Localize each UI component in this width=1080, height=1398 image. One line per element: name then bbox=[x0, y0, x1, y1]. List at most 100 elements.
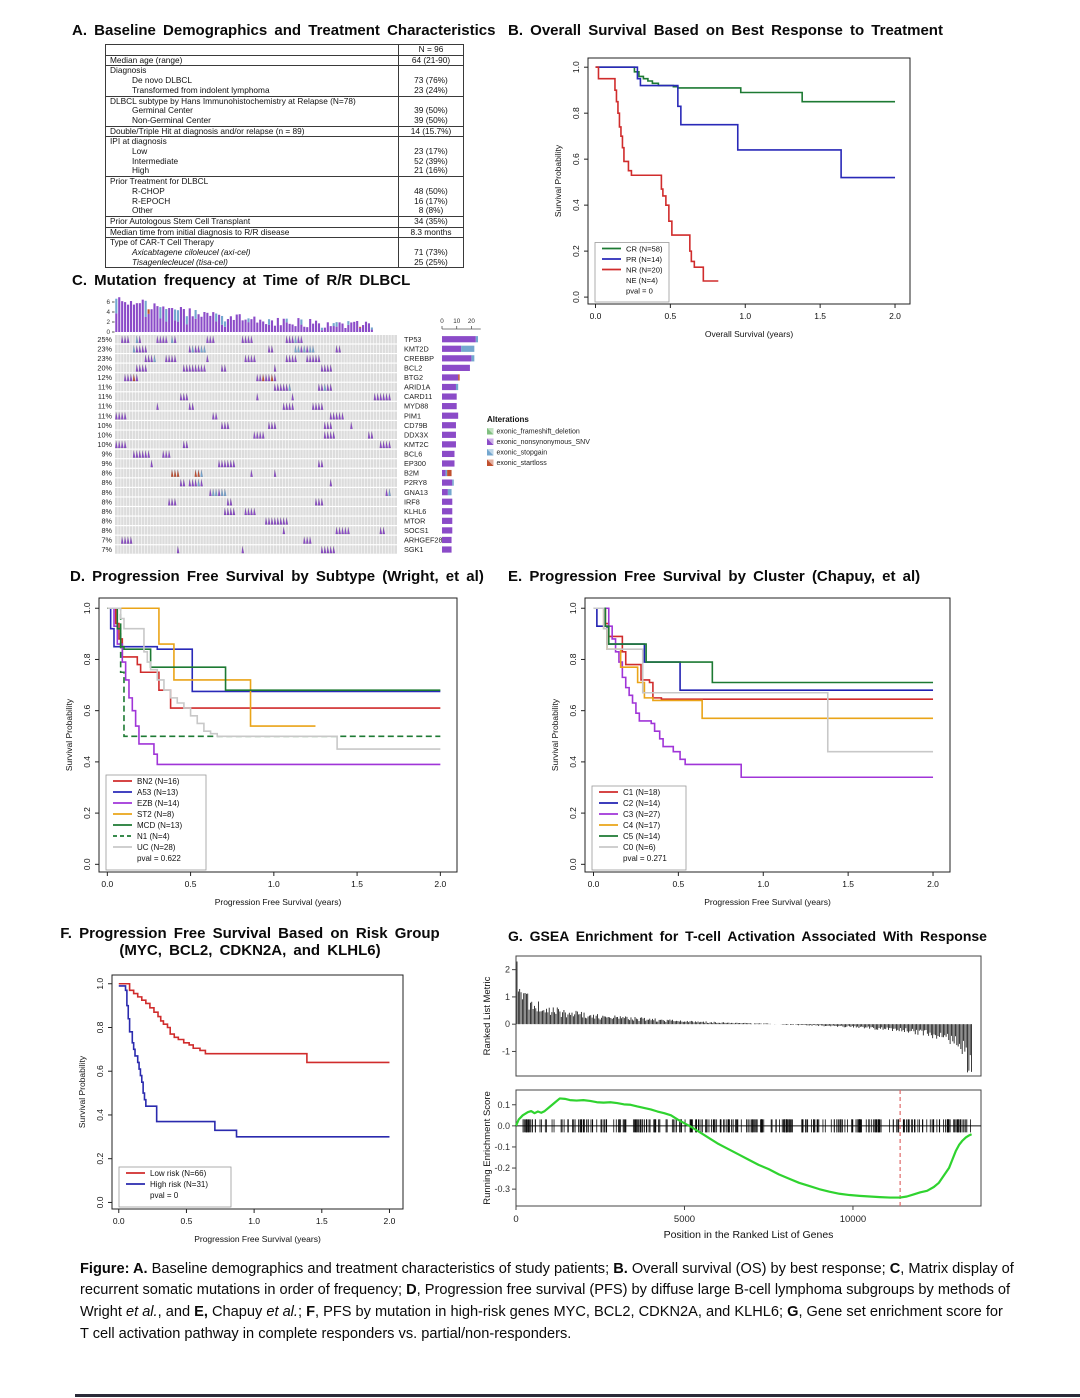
sample-mutation-bar bbox=[226, 319, 229, 332]
mutation-mark bbox=[326, 364, 330, 372]
gsea-bottom-ytick-label: -0.1 bbox=[494, 1142, 510, 1152]
y-tick-label: 0.8 bbox=[82, 653, 92, 665]
mutation-mark bbox=[285, 354, 289, 363]
panel-a-title: A. Baseline Demographics and Treatment C… bbox=[72, 22, 496, 39]
mutation-mark bbox=[215, 488, 218, 496]
mutation-mark bbox=[285, 402, 289, 410]
mutation-mark bbox=[282, 402, 286, 410]
mutation-mark bbox=[206, 354, 209, 363]
mutation-mark bbox=[241, 335, 245, 344]
table-row: Non-Germinal Center 39 (50%) bbox=[106, 115, 463, 126]
sample-mutation-bar bbox=[206, 312, 209, 332]
x-tick-label: 1.5 bbox=[316, 1216, 328, 1226]
panel-c-title: C. Mutation frequency at Time of R/R DLB… bbox=[72, 272, 411, 289]
mutation-mark bbox=[170, 469, 174, 477]
mutation-mark bbox=[121, 441, 124, 449]
mutation-mark bbox=[126, 335, 130, 344]
table-row-label: Tisagenlecleucel (tisa-cel) bbox=[132, 257, 228, 267]
mutation-mark bbox=[182, 364, 186, 372]
sample-mutation-bar-top bbox=[115, 298, 118, 314]
table-row: De novo DLBCL 73 (76%) bbox=[106, 75, 463, 86]
mutation-mark bbox=[317, 460, 321, 468]
x-tick-label: 2.0 bbox=[889, 311, 901, 321]
mutation-mark bbox=[309, 345, 312, 353]
sample-mutation-bar bbox=[194, 318, 197, 332]
mutation-mark bbox=[297, 335, 300, 344]
legend-entry-label: C2 (N=14) bbox=[623, 799, 660, 808]
mutation-mark bbox=[150, 354, 154, 363]
mutation-mark bbox=[253, 354, 256, 363]
caption-segment: , and bbox=[157, 1304, 195, 1321]
mutation-mark bbox=[320, 498, 324, 506]
y-tick-label: 0.0 bbox=[95, 1196, 105, 1208]
table-row: Prior Autologous Stem Cell Transplant 34 … bbox=[106, 216, 463, 227]
mutation-mark bbox=[200, 469, 203, 477]
mutation-mark bbox=[162, 450, 165, 458]
gene-name-label: TP53 bbox=[404, 335, 421, 344]
table-row: N = 96 bbox=[106, 44, 463, 55]
gsea-top-plot-box bbox=[515, 955, 982, 1077]
gene-percent-label: 10% bbox=[97, 430, 112, 439]
y-tick-label: 0.6 bbox=[82, 704, 92, 716]
table-row: Diagnosis bbox=[106, 66, 463, 77]
table-row-value bbox=[398, 177, 463, 187]
gsea-bottom-y-axis-label: Running Enrichment Score bbox=[482, 1091, 493, 1205]
mutation-mark bbox=[188, 345, 192, 353]
mutation-mark bbox=[135, 364, 139, 372]
y-tick-label: 0.4 bbox=[568, 756, 578, 768]
gsea-x-axis-label: Position in the Ranked List of Genes bbox=[664, 1229, 834, 1241]
mutation-mark bbox=[385, 441, 389, 449]
mutation-mark bbox=[223, 507, 227, 516]
gene-name-label: CD79B bbox=[404, 421, 428, 430]
gene-name-label: CREBBP bbox=[404, 354, 434, 363]
mutation-mark bbox=[385, 393, 389, 401]
table-row-value bbox=[398, 137, 463, 148]
km-chart-pfs-cluster: 0.0 0.5 1.0 1.5 2.0 0.0 0.2 0.4 0.6 0.8 1.0 Progres… bbox=[550, 597, 951, 907]
gene-count-bar-segment bbox=[442, 355, 472, 362]
y-tick-label: 0.2 bbox=[95, 1153, 105, 1165]
mutation-mark bbox=[317, 498, 321, 506]
gene-count-bar-segment bbox=[442, 345, 462, 352]
mutation-mark bbox=[197, 345, 201, 353]
table-row-value: 34 (35%) bbox=[398, 216, 463, 227]
mutation-mark bbox=[138, 450, 142, 458]
table-row-label bbox=[106, 45, 398, 55]
sample-mutation-bar-top bbox=[247, 318, 250, 323]
mutation-mark bbox=[194, 364, 198, 372]
mutation-mark bbox=[323, 383, 327, 391]
sample-mutation-bar bbox=[359, 327, 362, 332]
sample-mutation-bar bbox=[168, 308, 171, 332]
km-series-PR bbox=[595, 66, 896, 179]
sample-mutation-bar bbox=[124, 302, 127, 332]
gene-count-bar-segment bbox=[442, 460, 455, 467]
sample-mutation-bar bbox=[215, 321, 218, 332]
x-tick-label: 1.0 bbox=[739, 311, 751, 321]
legend-entry-label: CR (N=58) bbox=[626, 244, 663, 253]
gene-percent-label: 23% bbox=[97, 354, 112, 363]
mutation-mark bbox=[203, 345, 206, 353]
sample-mutation-bar bbox=[223, 326, 227, 332]
gene-count-bar-segment bbox=[442, 336, 476, 343]
km-series-BN2 bbox=[107, 607, 441, 709]
mutation-mark bbox=[309, 354, 312, 363]
caption-segment: C bbox=[889, 1260, 901, 1277]
km-series-C0 bbox=[593, 607, 934, 753]
panel-d-title: D. Progression Free Survival by Subtype … bbox=[70, 568, 484, 585]
mutation-mark bbox=[247, 335, 250, 344]
km-series-A53 bbox=[107, 607, 441, 693]
mutation-mark bbox=[326, 546, 330, 554]
mutation-mark bbox=[197, 479, 201, 487]
mutation-mark bbox=[273, 383, 277, 391]
mutation-mark bbox=[379, 527, 383, 535]
mutation-mark bbox=[126, 536, 130, 544]
y-tick-label: 0.4 bbox=[571, 199, 581, 211]
gene-percent-label: 20% bbox=[97, 363, 112, 372]
mutation-mark bbox=[306, 354, 309, 363]
table-row-label: Double/Triple Hit at diagnosis and/or re… bbox=[110, 126, 305, 136]
gene-name-label: BCL2 bbox=[404, 363, 422, 372]
x-tick-label: 0.0 bbox=[113, 1216, 125, 1226]
sample-mutation-bar bbox=[338, 322, 341, 332]
mutation-mark bbox=[147, 354, 151, 363]
mutation-mark bbox=[259, 374, 262, 382]
gene-percent-label: 23% bbox=[97, 344, 112, 353]
